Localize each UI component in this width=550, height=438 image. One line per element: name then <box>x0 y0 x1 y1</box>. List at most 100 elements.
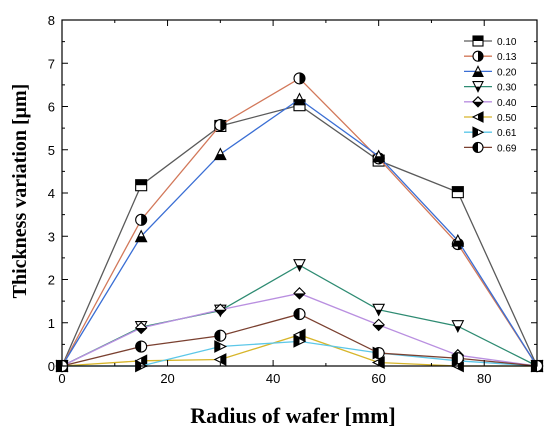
marker-fill <box>473 71 483 77</box>
y-tick-label: 6 <box>48 100 55 115</box>
marker <box>214 329 227 342</box>
marker-fill <box>452 240 464 247</box>
series-line <box>61 77 538 367</box>
marker-fill <box>294 99 305 105</box>
marker <box>472 35 484 47</box>
marker <box>55 359 69 373</box>
marker-fill <box>214 341 221 353</box>
marker <box>213 353 227 366</box>
marker <box>472 126 485 139</box>
marker-fill <box>220 354 226 366</box>
y-tick-label: 0 <box>48 359 55 374</box>
marker-fill <box>475 86 481 92</box>
marker-fill <box>373 156 385 162</box>
x-tick-label: 80 <box>477 371 491 386</box>
legend-item: 0.40 <box>464 96 517 109</box>
legend-label: 0.13 <box>497 52 517 63</box>
marker-fill <box>373 347 379 359</box>
x-tick-label: 40 <box>266 371 280 386</box>
marker-fill <box>141 214 147 226</box>
y-tick-label: 4 <box>48 186 55 201</box>
legend: 0.10 0.13 0.20 0.30 0.40 0.50 0.61 0.69 <box>464 35 517 154</box>
legend-label: 0.61 <box>497 128 517 139</box>
marker <box>472 96 484 108</box>
marker-fill <box>56 360 62 372</box>
marker <box>135 213 148 226</box>
axes-layer: 0 20 40 60 80 0 1 2 3 4 5 6 7 8 <box>48 13 538 386</box>
marker-fill <box>296 265 303 271</box>
marker <box>472 65 484 77</box>
marker-fill <box>135 236 147 242</box>
legend-item: 0.61 <box>464 126 517 139</box>
marker-fill <box>135 341 142 353</box>
y-tick-label: 1 <box>48 316 55 331</box>
y-tick-label: 2 <box>48 273 55 288</box>
marker <box>293 334 307 348</box>
legend-label: 0.30 <box>497 83 517 94</box>
marker-fill <box>452 352 458 364</box>
marker-fill <box>473 101 483 107</box>
marker <box>293 287 306 300</box>
marker-fill <box>220 119 226 131</box>
marker-fill <box>135 179 147 186</box>
marker <box>293 259 306 272</box>
y-axis-title: Thickness variation [μm] <box>9 84 31 299</box>
marker-fill <box>294 293 305 299</box>
y-tick-label: 7 <box>48 56 55 71</box>
x-tick-label: 20 <box>160 371 174 386</box>
marker-fill <box>473 127 478 138</box>
marker <box>451 352 464 365</box>
marker <box>372 346 385 360</box>
marker-fill <box>452 186 464 193</box>
marker <box>214 303 227 317</box>
marker <box>451 233 465 247</box>
marker <box>451 186 464 199</box>
marker-fill <box>378 357 385 369</box>
marker <box>472 81 484 93</box>
series-0.20 <box>55 92 544 373</box>
marker <box>372 318 385 332</box>
legend-item: 0.20 <box>464 65 517 78</box>
y-tick-label: 5 <box>48 143 55 158</box>
x-tick-label: 0 <box>58 371 65 386</box>
legend-item: 0.50 <box>464 111 517 124</box>
x-tick-label: 60 <box>371 371 385 386</box>
marker-fill <box>473 142 478 153</box>
legend-item: 0.10 <box>464 35 517 48</box>
series-0.50 <box>55 328 544 373</box>
marker <box>372 149 386 163</box>
marker <box>293 92 306 106</box>
marker <box>134 229 148 243</box>
marker-fill <box>375 309 382 316</box>
marker-fill <box>294 308 300 320</box>
marker-fill <box>455 326 461 332</box>
series-line <box>61 98 538 367</box>
x-axis-title: Radius of wafer [mm] <box>190 403 396 428</box>
marker <box>451 320 465 333</box>
marker <box>472 141 484 153</box>
marker-fill <box>373 324 385 331</box>
marker <box>135 340 148 353</box>
legend-item: 0.69 <box>464 141 517 154</box>
marker-fill <box>299 72 305 84</box>
y-tick-label: 3 <box>48 229 55 244</box>
marker-fill <box>214 330 221 342</box>
series-0.69 <box>55 308 544 373</box>
marker-fill <box>473 36 483 41</box>
marker <box>471 111 484 123</box>
marker <box>472 50 484 62</box>
marker <box>213 147 227 161</box>
series-line <box>62 340 538 367</box>
marker <box>292 328 306 342</box>
marker-fill <box>135 327 147 334</box>
marker <box>214 119 227 132</box>
marker-fill <box>214 309 226 316</box>
series-0.13 <box>55 72 544 373</box>
legend-label: 0.10 <box>497 37 517 48</box>
series-layer <box>55 72 544 373</box>
marker <box>214 340 228 353</box>
marker-fill <box>478 112 483 122</box>
marker <box>134 321 148 335</box>
marker-fill <box>214 154 226 160</box>
